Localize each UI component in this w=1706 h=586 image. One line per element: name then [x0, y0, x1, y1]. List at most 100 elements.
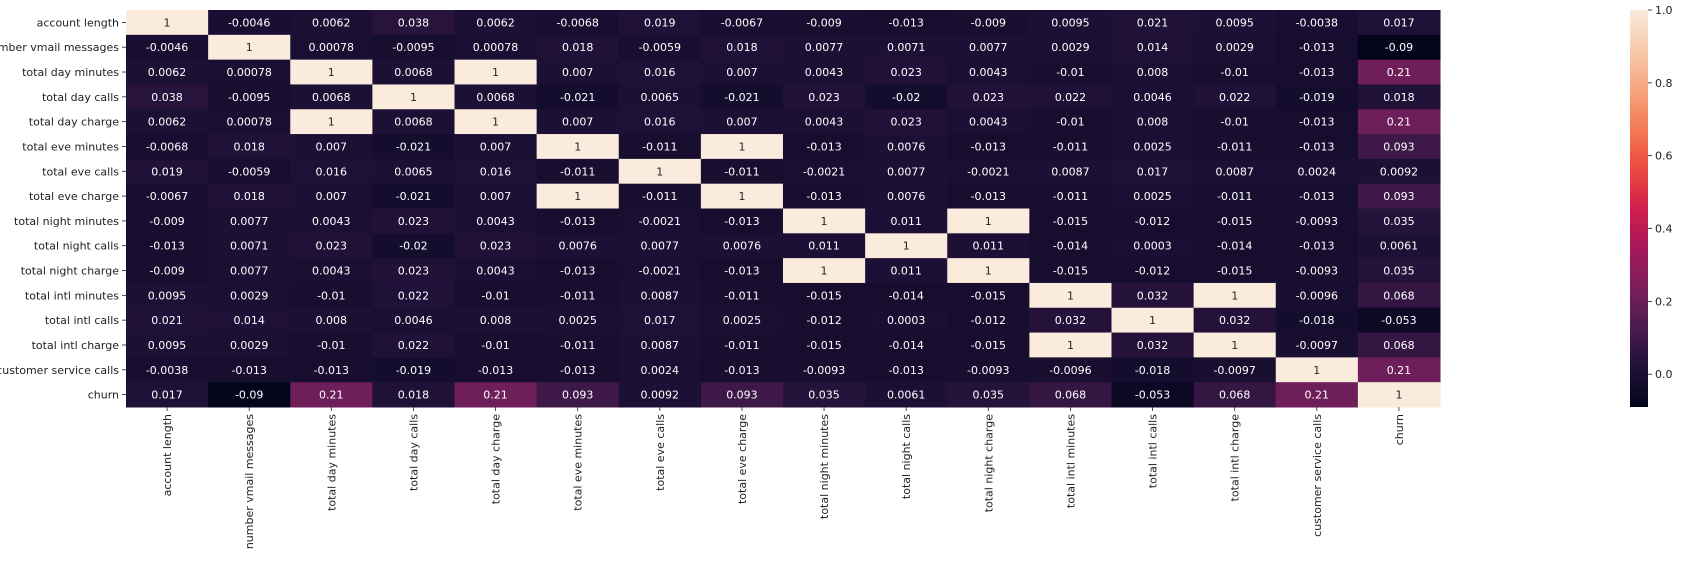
heatmap-cell-value: 0.035	[1383, 215, 1415, 228]
heatmap-cell-value: 0.0095	[1051, 16, 1090, 29]
heatmap-cell	[1193, 183, 1277, 209]
heatmap-cell	[1193, 59, 1277, 85]
heatmap-cell-value: 1	[1395, 389, 1402, 402]
heatmap-cell-value: 0.0095	[1215, 16, 1254, 29]
heatmap-cell-value: 0.021	[151, 314, 183, 327]
heatmap-cell	[372, 10, 456, 36]
heatmap-cell-value: 0.018	[1383, 91, 1415, 104]
heatmap-cell	[700, 84, 784, 110]
heatmap-cell	[126, 183, 209, 209]
heatmap-cell-value: 0.0068	[394, 66, 433, 79]
heatmap-cell-value: 0.0043	[969, 116, 1008, 129]
heatmap-cell-value: -0.053	[1381, 314, 1416, 327]
heatmap-cell	[1029, 34, 1113, 61]
heatmap-cell-value: -0.0096	[1049, 364, 1091, 377]
heatmap-cell-value: 0.023	[398, 265, 430, 278]
heatmap-cell	[947, 183, 1030, 209]
heatmap-cell	[865, 109, 948, 135]
heatmap-cell-value: 0.017	[1137, 165, 1169, 178]
heatmap-cell	[1357, 233, 1441, 259]
heatmap-cell	[290, 357, 373, 383]
heatmap-cell-value: -0.01	[317, 289, 345, 302]
heatmap-cell	[1357, 84, 1441, 110]
y-tick-label: total eve charge	[29, 190, 119, 203]
heatmap-cell	[290, 59, 373, 85]
y-tick-label: total intl charge	[32, 339, 120, 352]
heatmap-cell	[1193, 307, 1277, 334]
x-tick-label: account length	[161, 414, 174, 496]
heatmap-cell-value: 0.016	[644, 66, 676, 79]
heatmap-cell	[783, 158, 866, 185]
heatmap-cell	[290, 307, 373, 334]
heatmap-cell-value: 1	[821, 265, 828, 278]
heatmap-cell	[536, 183, 620, 209]
heatmap-cell	[208, 332, 291, 358]
y-tick-labels: account length number vmail messages total…	[0, 16, 126, 402]
heatmap-cell	[700, 233, 784, 259]
heatmap-cell	[1029, 357, 1113, 383]
heatmap-cell	[1275, 158, 1359, 185]
heatmap-cell	[947, 282, 1030, 309]
heatmap-cell-value: -0.01	[1056, 116, 1084, 129]
heatmap-cell-value: 0.21	[1305, 389, 1330, 402]
heatmap-cell	[1275, 307, 1359, 334]
x-tick-labels: account length number vmail messages total…	[161, 407, 1406, 549]
heatmap-cell	[1193, 382, 1277, 408]
heatmap-cell	[290, 134, 373, 160]
heatmap-cell	[208, 357, 291, 383]
heatmap-cell-value: -0.015	[1217, 215, 1252, 228]
heatmap-cell-value: 0.0087	[641, 289, 680, 302]
heatmap-cell-value: 0.007	[726, 66, 758, 79]
heatmap-cell-value: 0.093	[562, 389, 594, 402]
heatmap-cell	[1111, 84, 1195, 110]
heatmap-cell-value: 0.007	[562, 116, 594, 129]
heatmap-cell-value: -0.01	[317, 339, 345, 352]
heatmap-cell-value: 0.0068	[476, 91, 515, 104]
heatmap-cell	[865, 282, 948, 309]
heatmap-cell-value: -0.013	[149, 240, 184, 253]
y-tick-label: total night minutes	[14, 215, 119, 228]
heatmap-cell	[618, 134, 702, 160]
heatmap-cell-value: -0.0021	[803, 165, 845, 178]
heatmap-cell-value: 1	[656, 165, 663, 178]
colorbar-tick-label: 0.8	[1655, 77, 1673, 90]
heatmap-cell	[126, 233, 209, 259]
heatmap-cell-value: 1	[1313, 364, 1320, 377]
heatmap-cell-value: 0.0024	[1298, 165, 1337, 178]
heatmap-cell-value: 0.035	[973, 389, 1005, 402]
y-tick-label: account length	[37, 16, 119, 29]
heatmap-cell-value: -0.014	[888, 339, 923, 352]
heatmap-cell	[1357, 59, 1441, 85]
heatmap-cell-value: -0.011	[642, 140, 677, 153]
heatmap-cell	[1111, 282, 1195, 309]
heatmap-cell-value: 0.00078	[226, 66, 272, 79]
heatmap-cell	[1029, 282, 1113, 309]
heatmap-cell	[700, 34, 784, 61]
heatmap-cell	[1193, 357, 1277, 383]
heatmap-cell	[126, 109, 209, 135]
heatmap-cell-value: 0.0095	[148, 289, 187, 302]
heatmap-cell-value: 0.0061	[1380, 240, 1419, 253]
heatmap-cell	[947, 357, 1030, 383]
x-tick-label: churn	[1393, 414, 1406, 445]
heatmap-cell-value: 0.016	[316, 165, 348, 178]
heatmap-cell-value: 0.0077	[969, 41, 1008, 54]
heatmap-cell-value: 0.0043	[805, 66, 844, 79]
heatmap-cell	[454, 307, 538, 334]
heatmap-cell-value: -0.011	[560, 165, 595, 178]
x-tick-label: total day charge	[490, 414, 503, 504]
heatmap-cell-value: -0.011	[1053, 140, 1088, 153]
y-tick-label: total intl minutes	[25, 289, 119, 302]
heatmap-cell	[783, 59, 866, 85]
heatmap-cell	[372, 34, 456, 61]
heatmap-cell	[1357, 158, 1441, 185]
heatmap-cell-value: -0.0095	[228, 91, 270, 104]
heatmap-cell-value: 1	[574, 190, 581, 203]
heatmap-cell	[783, 258, 866, 284]
heatmap-cell-value: 0.21	[319, 389, 344, 402]
heatmap-cell	[290, 208, 373, 234]
heatmap-cell-value: -0.013	[971, 190, 1006, 203]
heatmap-cell-value: 0.022	[398, 289, 430, 302]
heatmap-cell-value: -0.013	[888, 16, 923, 29]
heatmap-cell-value: 0.0043	[476, 215, 515, 228]
